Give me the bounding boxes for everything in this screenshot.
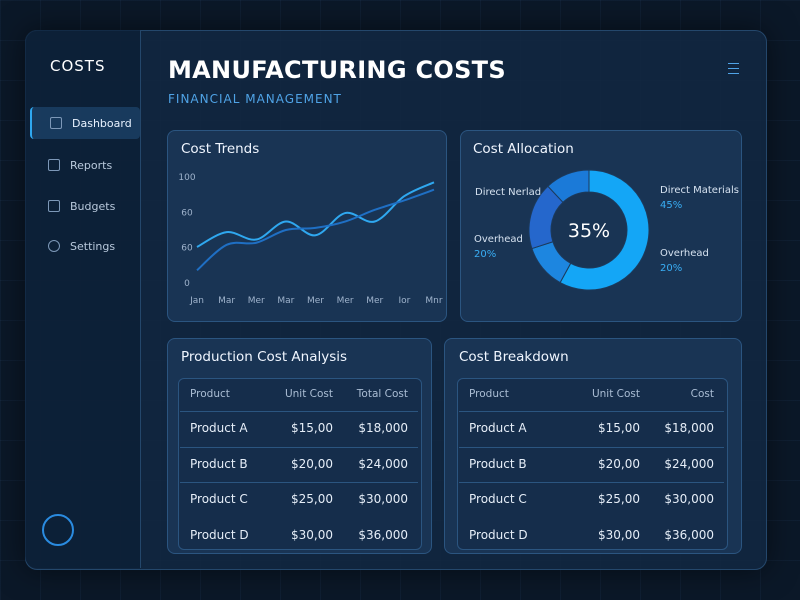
row-divider (459, 482, 724, 483)
row-divider (180, 411, 418, 412)
table-cell: Product B (469, 457, 527, 471)
nav-label: Settings (70, 239, 116, 253)
card-title: Cost Trends (181, 141, 260, 157)
allocation-label: Direct Materials (660, 185, 739, 196)
table-cell: $18,000 (358, 421, 408, 435)
table-cell: Product D (469, 528, 528, 542)
allocation-value: 20% (474, 249, 496, 260)
nav-item[interactable]: Settings (30, 230, 138, 262)
allocation-value: 20% (660, 263, 682, 274)
table-cell: Product C (469, 492, 527, 506)
table-header-cell: Unit Cost (591, 388, 640, 400)
table-cell: $30,00 (598, 528, 640, 542)
nav-label: Reports (70, 158, 113, 172)
allocation-label: Overhead (474, 234, 523, 245)
table-cell: $15,00 (598, 421, 640, 435)
table-header-cell: Total Cost (356, 388, 408, 400)
card-title: Cost Allocation (473, 141, 574, 157)
table-cell: $25,00 (291, 492, 333, 506)
line-series (196, 181, 435, 248)
table-cell: $36,000 (358, 528, 408, 542)
table-header-cell: Product (469, 388, 509, 400)
row-divider (180, 482, 418, 483)
y-tick-label: 100 (178, 173, 195, 183)
table-header-cell: Cost (690, 388, 714, 400)
table-header-cell: Product (190, 388, 230, 400)
y-tick-label: 60 (181, 208, 193, 218)
table-cell: $24,000 (358, 457, 408, 471)
table-cell: $25,00 (598, 492, 640, 506)
allocation-value: 45% (660, 200, 682, 211)
table-cell: $20,00 (291, 457, 333, 471)
allocation-label: Overhead (660, 248, 709, 259)
table-cell: $36,000 (664, 528, 714, 542)
nav-label: Dashboard (72, 116, 132, 130)
table-cell: Product D (190, 528, 249, 542)
user-avatar[interactable] (42, 514, 74, 546)
x-tick-label: Mar (277, 296, 294, 306)
table-cell: $30,000 (358, 492, 408, 506)
row-divider (459, 446, 724, 448)
x-tick-label: Ior (398, 296, 410, 306)
table-cell: $18,000 (664, 421, 714, 435)
production-table (178, 378, 422, 550)
x-tick-label: Mer (248, 296, 265, 306)
page-subtitle: FINANCIAL MANAGEMENT (168, 92, 342, 106)
card-title: Cost Breakdown (459, 349, 569, 365)
nav-item[interactable]: Budgets (30, 190, 138, 222)
x-tick-label: Jan (189, 296, 204, 306)
breakdown-table (457, 378, 728, 550)
table-cell: Product A (469, 421, 527, 435)
line-series (196, 188, 435, 272)
menu-button[interactable] (728, 63, 739, 74)
row-divider (180, 446, 418, 448)
donut-chart: 35% Direct Nerlad Overhead 20% Direct Materi… (474, 169, 739, 291)
donut-center-label: 35% (568, 220, 610, 242)
card-title: Production Cost Analysis (181, 349, 348, 365)
table-cell: Product A (190, 421, 248, 435)
allocation-card (460, 130, 742, 322)
line-chart: 100 60 60 0 Jan Mar Mer Mar Mer Mer Mer Ior Mnr (178, 173, 442, 306)
table-cell: $24,000 (664, 457, 714, 471)
table-cell: $30,000 (664, 492, 714, 506)
x-tick-label: Mer (337, 296, 354, 306)
trends-card (167, 130, 447, 322)
allocation-label: Direct Nerlad (475, 187, 541, 198)
nav-item[interactable]: Dashboard (30, 107, 140, 139)
x-tick-label: Mnr (425, 296, 442, 306)
x-tick-label: Mer (366, 296, 383, 306)
y-tick-label: 0 (184, 279, 190, 289)
table-cell: $30,00 (291, 528, 333, 542)
nav-label: Budgets (70, 199, 116, 213)
table-cell: Product B (190, 457, 248, 471)
row-divider (459, 411, 724, 412)
donut-segment (559, 169, 650, 291)
y-tick-label: 60 (181, 244, 193, 254)
sidebar (25, 30, 141, 568)
x-tick-label: Mar (218, 296, 235, 306)
table-cell: $20,00 (598, 457, 640, 471)
table-cell: Product C (190, 492, 248, 506)
x-tick-label: Mer (307, 296, 324, 306)
brand: COSTS (50, 57, 106, 75)
nav-item[interactable]: Reports (30, 149, 138, 181)
table-header-cell: Unit Cost (284, 388, 333, 400)
donut-segment (547, 169, 590, 204)
page-title: MANUFACTURING COSTS (168, 56, 506, 84)
table-cell: $15,00 (291, 421, 333, 435)
